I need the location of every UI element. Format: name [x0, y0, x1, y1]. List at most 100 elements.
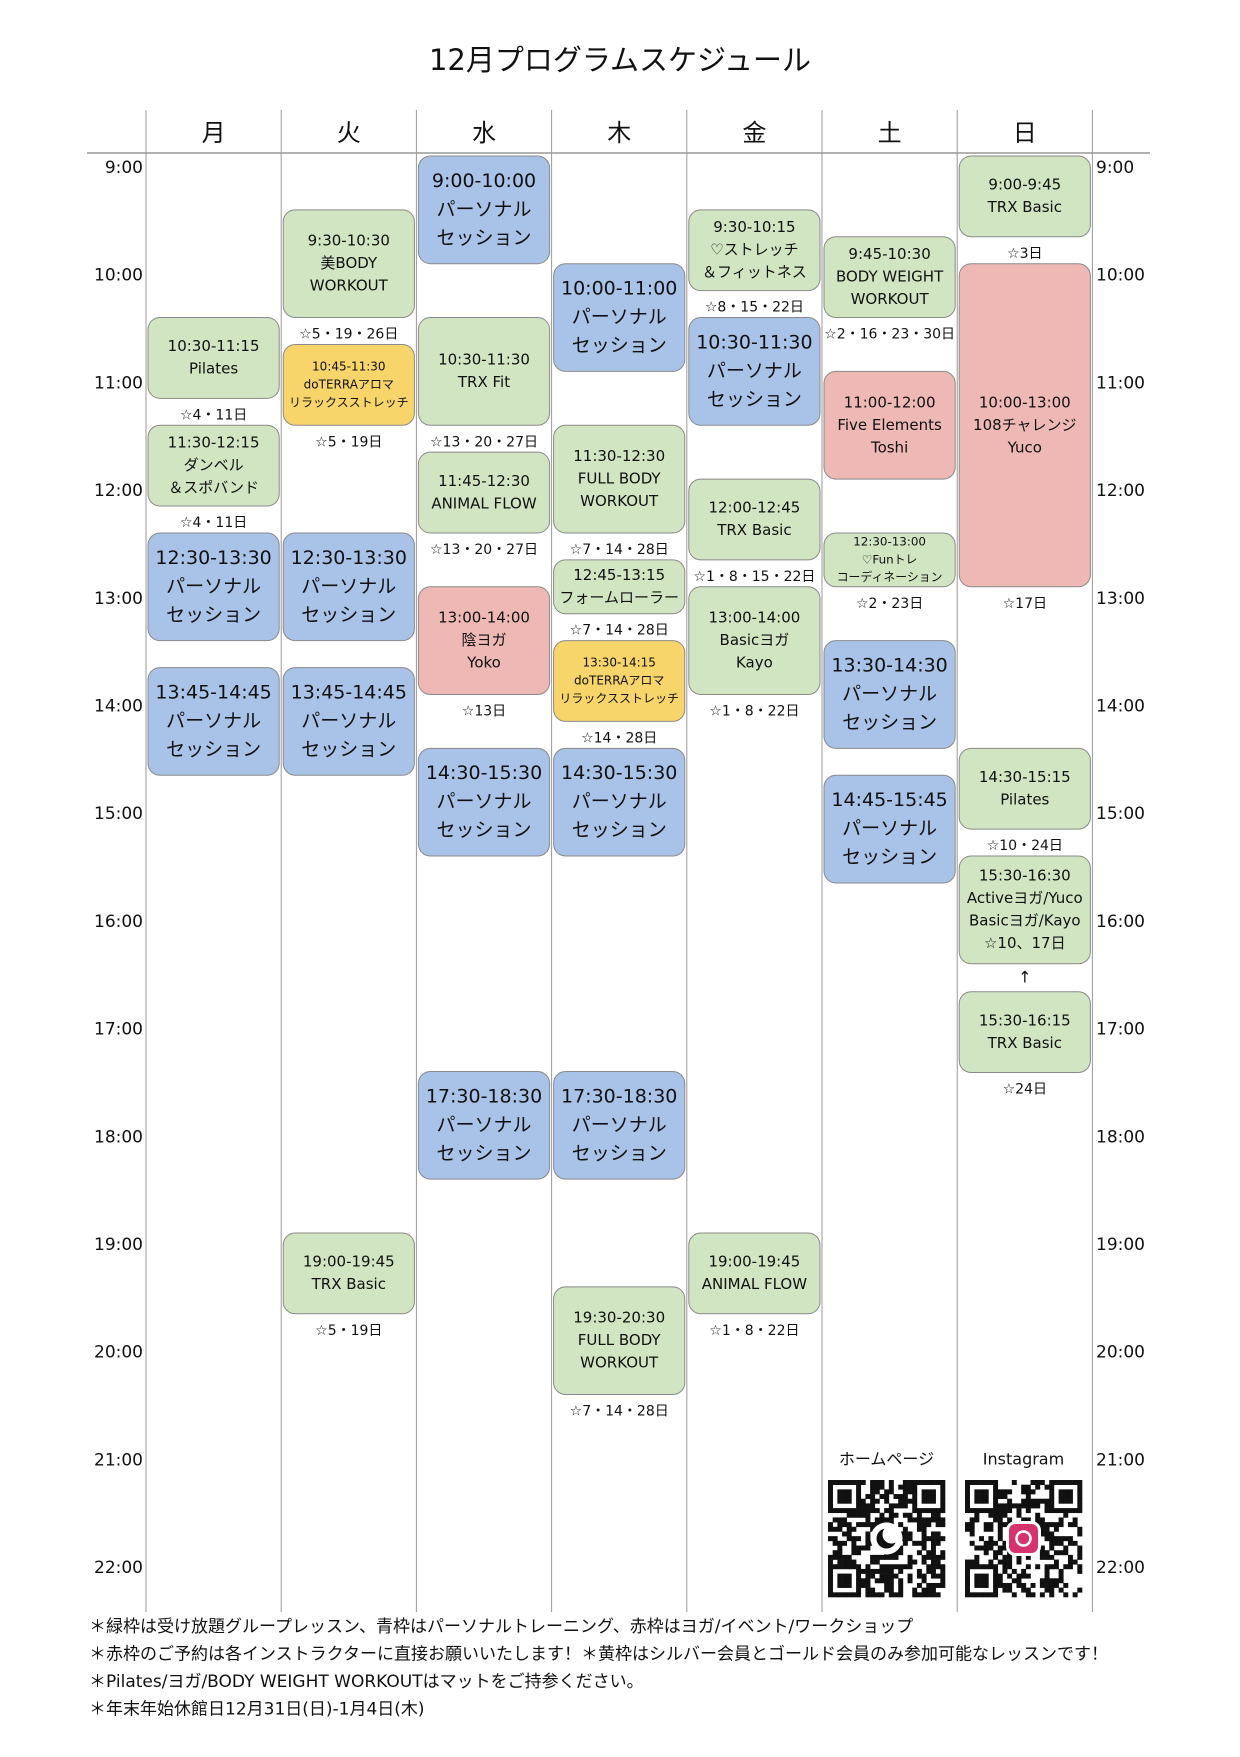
event-text: パーソナル [436, 198, 531, 220]
qr-cell [912, 1587, 918, 1593]
event-box [282, 667, 415, 776]
time-label: 21:00 [94, 1450, 143, 1470]
qr-cell [1002, 1582, 1008, 1588]
qr-cell [993, 1498, 999, 1504]
event-box [688, 586, 821, 695]
qr-cell [983, 1592, 989, 1598]
event-text: 11:30-12:30 [573, 447, 665, 465]
qr-cell [1007, 1503, 1013, 1509]
qr-cell [1011, 1578, 1017, 1584]
qr-cell [969, 1531, 975, 1537]
qr-cell [856, 1508, 862, 1514]
qr-cell [907, 1498, 913, 1504]
qr-cell [921, 1508, 927, 1514]
qr-cell [974, 1573, 980, 1579]
qr-cell [1002, 1503, 1008, 1509]
qr-cell [1002, 1494, 1008, 1500]
qr-cell [1002, 1522, 1008, 1528]
qr-cell [935, 1554, 941, 1560]
qr-cell [893, 1592, 899, 1598]
time-label: 13:00 [94, 589, 143, 609]
event-note: ☆7・14・28日 [570, 623, 669, 639]
event-text: 19:00-19:45 [708, 1253, 800, 1271]
qr-cell [965, 1522, 970, 1528]
qr-cell [940, 1582, 946, 1588]
qr-cell [930, 1512, 936, 1518]
event-text: セッション [572, 1142, 667, 1164]
qr-cell [969, 1559, 975, 1565]
qr-cell [874, 1517, 880, 1523]
qr-cell [1021, 1582, 1027, 1588]
event-text: Yoko [466, 654, 501, 672]
qr-cell [921, 1526, 927, 1532]
qr-cell [1016, 1573, 1022, 1579]
qr-cell [851, 1540, 857, 1546]
qr-cell [907, 1517, 913, 1523]
qr-cell [993, 1517, 999, 1523]
qr-cell [940, 1522, 946, 1528]
day-label: 月 [202, 119, 226, 147]
qr-cell [893, 1550, 899, 1556]
qr-cell [856, 1587, 862, 1593]
qr-cell [1025, 1554, 1031, 1560]
qr-cell [1007, 1582, 1013, 1588]
qr-cell [842, 1582, 848, 1588]
qr-cell [879, 1484, 885, 1490]
qr-cell [1044, 1508, 1050, 1514]
time-label: 18:00 [1096, 1127, 1145, 1147]
qr-cell [983, 1582, 989, 1588]
qr-cell [916, 1592, 922, 1598]
qr-cell [1039, 1498, 1045, 1504]
qr-cell [893, 1494, 899, 1500]
qr-cell [1077, 1587, 1083, 1593]
qr-cell [860, 1522, 866, 1528]
event-text: Five Elements [837, 416, 942, 434]
qr-cell [930, 1498, 936, 1504]
qr-cell [1025, 1498, 1031, 1504]
qr-cell [935, 1531, 941, 1537]
qr-cell [1077, 1503, 1083, 1509]
qr-cell [988, 1540, 994, 1546]
qr-cell [888, 1568, 894, 1574]
qr-cell [842, 1592, 848, 1598]
qr-cell [1039, 1545, 1045, 1551]
qr-cell [1053, 1559, 1059, 1565]
event-text: パーソナル [572, 1114, 667, 1136]
qr-cell [1049, 1494, 1055, 1500]
time-label: 17:00 [1096, 1020, 1145, 1040]
qr-cell [993, 1489, 999, 1495]
qr-cell [842, 1494, 848, 1500]
event-box [688, 209, 821, 292]
qr-cell [974, 1578, 980, 1584]
qr-cell [979, 1592, 985, 1598]
qr-cell [870, 1480, 876, 1485]
qr-cell [828, 1578, 833, 1584]
event-text: パーソナル [301, 710, 396, 732]
qr-cell [846, 1508, 852, 1514]
event-text: 13:45-14:45 [155, 681, 271, 703]
qr-cell [916, 1550, 922, 1556]
event-note: ☆10・24日 [987, 838, 1063, 854]
qr-cell [898, 1568, 904, 1574]
qr-cell [1067, 1489, 1073, 1495]
qr-cell [1021, 1503, 1027, 1509]
event-text: 13:45-14:45 [291, 681, 407, 703]
footer-note: ＊Pilates/ヨガ/BODY WEIGHT WORKOUTはマットをご持参く… [89, 1672, 644, 1692]
qr-cell [1044, 1554, 1050, 1560]
qr-cell [1058, 1540, 1064, 1546]
qr-cell [921, 1559, 927, 1565]
qr-cell [898, 1550, 904, 1556]
qr-cell [940, 1568, 946, 1574]
event-text: 12:00-12:45 [708, 499, 800, 517]
event-note: ☆8・15・22日 [705, 300, 804, 316]
qr-cell [851, 1512, 857, 1518]
qr-cell [993, 1573, 999, 1579]
qr-cell [1049, 1489, 1055, 1495]
time-label: 11:00 [1096, 373, 1145, 393]
qr-cell [888, 1508, 894, 1514]
qr-cell [969, 1564, 975, 1570]
qr-cell [865, 1517, 871, 1523]
event-text: ANIMAL FLOW [431, 494, 536, 512]
qr-cell [997, 1573, 1003, 1579]
event-text: FULL BODY [578, 470, 662, 488]
